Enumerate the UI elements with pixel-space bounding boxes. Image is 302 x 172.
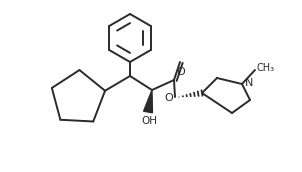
Text: N: N — [245, 78, 253, 88]
Polygon shape — [143, 90, 153, 113]
Text: O: O — [165, 93, 173, 103]
Text: O: O — [177, 67, 185, 77]
Text: OH: OH — [141, 116, 157, 126]
Text: CH₃: CH₃ — [257, 63, 275, 73]
